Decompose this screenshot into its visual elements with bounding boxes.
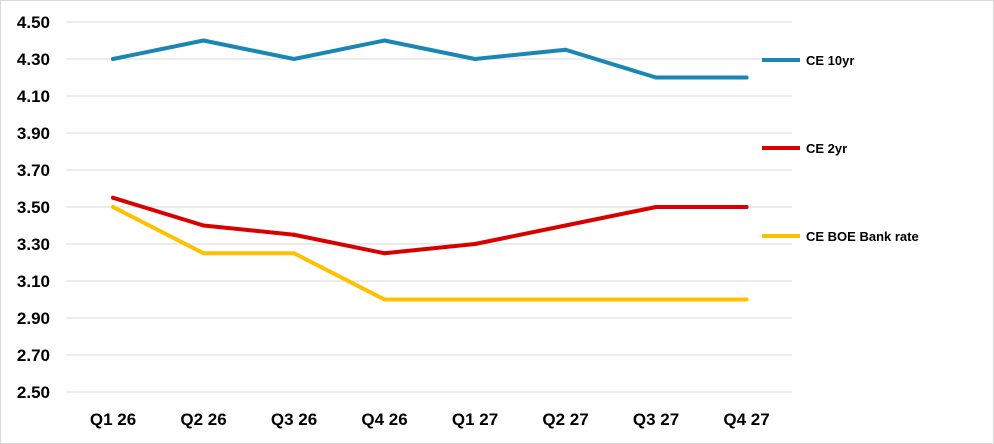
legend-label: CE BOE Bank rate (806, 229, 919, 244)
x-tick-label: Q3 26 (271, 410, 317, 429)
data-point (654, 297, 658, 302)
x-tick-label: Q1 26 (90, 410, 136, 429)
x-tick-label: Q1 27 (452, 410, 498, 429)
legend-label: CE 10yr (806, 53, 854, 68)
x-tick-label: Q4 26 (361, 410, 407, 429)
x-tick-label: Q4 27 (723, 410, 769, 429)
data-point (201, 223, 206, 228)
y-tick-label: 2.50 (17, 383, 50, 402)
y-tick-label: 4.10 (17, 87, 50, 106)
legend: CE 10yr CE 2yr CE BOE Bank rate (762, 53, 919, 244)
data-point (382, 251, 387, 256)
y-tick-label: 3.70 (17, 161, 50, 180)
y-tick-label: 3.10 (17, 272, 50, 291)
series-line (111, 205, 749, 302)
data-point (473, 242, 477, 246)
y-tick-label: 4.50 (17, 13, 50, 32)
series-group (111, 38, 749, 80)
data-point (382, 38, 387, 43)
data-point (201, 251, 206, 256)
data-point (111, 205, 115, 209)
data-point (201, 38, 206, 43)
data-point (111, 195, 115, 200)
y-tick-label: 4.30 (17, 50, 50, 69)
data-point (473, 57, 477, 61)
data-point (382, 297, 387, 302)
data-point (744, 205, 749, 209)
series-line (111, 38, 749, 80)
y-tick-label: 3.90 (17, 124, 50, 143)
data-point (292, 57, 296, 61)
series-lines (111, 38, 749, 302)
data-point (744, 297, 749, 302)
data-point (292, 251, 296, 256)
x-axis-tick-labels: Q1 26 Q2 26 Q3 26 Q4 26 Q1 27 Q2 27 Q3 27 Q4 27 (90, 410, 770, 429)
y-axis-tick-labels: 4.50 4.30 4.10 3.90 3.70 3.50 3.30 3.10 2.90 2.70… (17, 13, 50, 402)
data-point (563, 47, 568, 52)
x-tick-label: Q3 27 (633, 410, 679, 429)
legend-item: CE 2yr (762, 141, 847, 156)
x-tick-label: Q2 26 (180, 410, 226, 429)
data-point (654, 205, 658, 209)
y-tick-label: 2.70 (17, 346, 50, 365)
data-point (473, 297, 477, 302)
data-point (654, 75, 658, 80)
y-tick-label: 3.30 (17, 235, 50, 254)
series-group (111, 205, 749, 302)
data-point (292, 232, 296, 237)
data-point (563, 223, 568, 228)
legend-item: CE BOE Bank rate (762, 229, 919, 244)
y-tick-label: 2.90 (17, 309, 50, 328)
legend-item: CE 10yr (762, 53, 854, 68)
series-line (111, 195, 749, 256)
y-tick-label: 3.50 (17, 198, 50, 217)
series-group (111, 195, 749, 256)
data-point (111, 57, 115, 61)
x-tick-label: Q2 27 (542, 410, 588, 429)
data-point (744, 75, 749, 80)
legend-label: CE 2yr (806, 141, 847, 156)
data-point (563, 297, 568, 302)
